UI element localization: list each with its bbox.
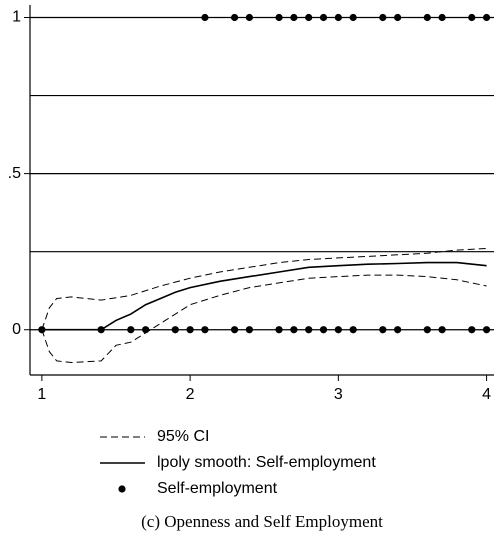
point [230,13,239,22]
x-tick-label: 4 [482,386,491,403]
legend-label: 95% CI [157,428,209,445]
y-tick-label: .5 [8,165,21,182]
point [201,326,209,334]
point [275,326,283,334]
point [438,326,446,334]
point [230,326,239,334]
x-tick-label: 3 [334,386,343,403]
line [41,248,487,330]
point [334,326,342,334]
point [394,13,402,22]
point [290,326,298,334]
point [305,13,313,22]
y-tick-label: 1 [12,9,21,26]
point [319,13,328,22]
point [201,13,209,22]
y-tick-label: 0 [12,321,21,338]
x-tick-label: 1 [37,386,46,403]
point [127,326,135,334]
point [245,13,253,22]
point [482,13,491,22]
point [171,326,179,334]
line [41,274,487,364]
point [245,326,253,334]
x-tick-label: 2 [186,386,195,403]
point [468,326,476,334]
point [290,13,298,22]
point [97,326,105,334]
legend-label: Self-employment [157,480,278,497]
point [334,13,342,22]
point [379,13,387,22]
point [394,326,402,334]
legend-label: lpoly smooth: Self-employment [157,454,376,471]
point [423,13,431,22]
point [305,326,313,334]
point [438,13,446,22]
point [482,326,491,334]
point [349,13,357,22]
line [41,261,487,331]
caption: (c) Openness and Self Employment [141,512,383,531]
point [349,326,357,334]
point [186,326,194,334]
point [142,326,150,334]
point [275,13,283,22]
point [468,13,476,22]
point [319,326,328,334]
legend-symbol [118,485,126,493]
point [379,326,387,334]
point [423,326,431,334]
point [38,326,46,334]
